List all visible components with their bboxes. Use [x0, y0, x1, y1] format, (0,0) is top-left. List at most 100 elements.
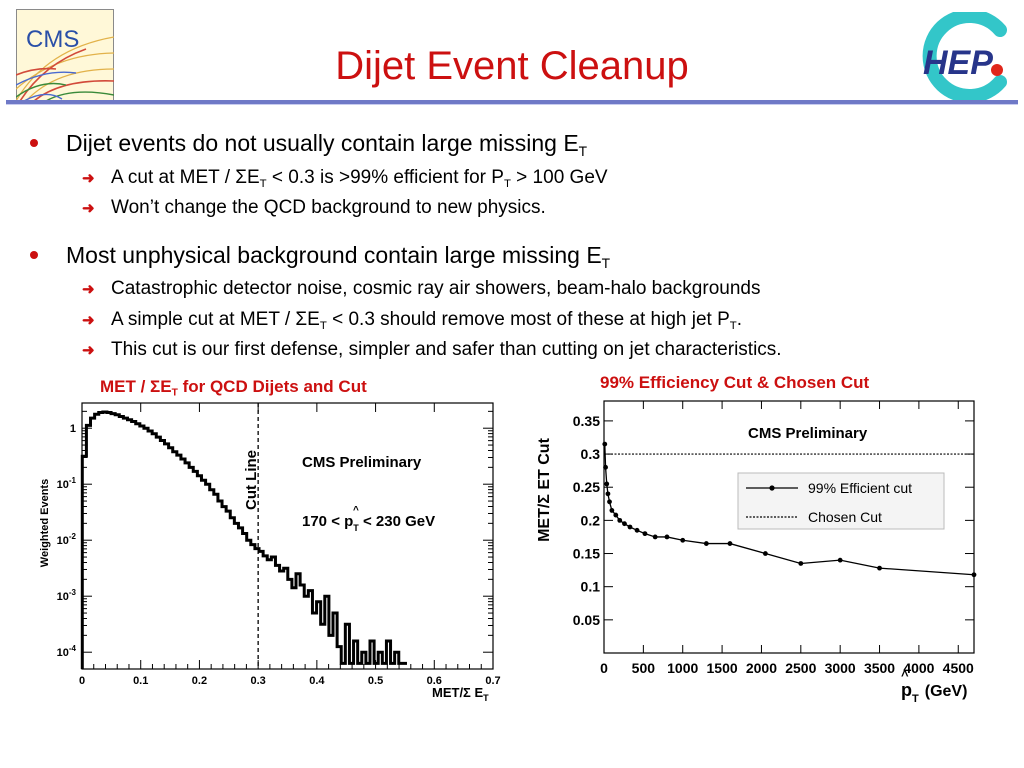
y-tick-label: 0.05 [573, 612, 600, 628]
y-tick-label: 0.2 [581, 512, 601, 528]
right-xlabel-sub: T [912, 693, 919, 705]
legend-chosen-cut: Chosen Cut [808, 509, 882, 525]
x-tick-label: 0 [600, 660, 608, 676]
bullet-2-2: A simple cut at MET / ΣET < 0.3 should r… [111, 308, 742, 332]
data-point [607, 499, 612, 505]
right-plot-frame [603, 400, 975, 654]
data-point [727, 541, 733, 546]
right-xlabel-hat: ^ [901, 668, 909, 683]
sub-bullet-sub: T [259, 177, 267, 190]
cms-logo: CMS [15, 9, 115, 102]
range-sub: T [353, 523, 359, 533]
y-tick-label: 1 [70, 423, 76, 435]
range-var: p [344, 513, 353, 530]
sub-bullet-text: A cut at MET / ΣE [111, 167, 260, 188]
svg-text:170 < pT < 230 GeV: 170 < pT < 230 GeV [302, 513, 435, 533]
x-tick-label: 0.4 [309, 675, 325, 687]
range-post: < 230 GeV [359, 513, 435, 530]
efficient-cut-series [604, 444, 975, 576]
arrow-icon: ➜ [82, 200, 95, 217]
x-tick-label: 0.6 [427, 675, 442, 687]
sub-bullet-text: . [736, 309, 743, 330]
left-xlabel-text: MET/Σ E [432, 685, 483, 700]
data-point [604, 481, 610, 487]
data-point [622, 521, 627, 527]
x-tick-label: 2000 [746, 660, 777, 676]
x-tick-label: 0.3 [250, 675, 265, 687]
data-point [971, 572, 977, 578]
right-prelim-label: CMS Preliminary [748, 425, 868, 442]
left-y-axis-label: Weighted Events [39, 479, 51, 567]
data-point [627, 524, 633, 530]
left-plot-frame [81, 402, 494, 670]
left-xlabel-sub: T [483, 693, 489, 703]
y-tick-label: 0.15 [573, 546, 600, 562]
right-xlabel-post: (GeV) [925, 683, 968, 700]
bullet-dot [30, 139, 38, 147]
left-caption-pre: MET / ΣE [100, 377, 172, 396]
data-point [837, 557, 843, 563]
bullet-1: Dijet events do not usually contain larg… [66, 129, 587, 158]
bullet-2-1: Catastrophic detector noise, cosmic ray … [111, 277, 760, 301]
right-y-axis-label: MET/Σ ET Cut [536, 437, 553, 541]
data-point [617, 517, 623, 523]
slide-title: Dijet Event Cleanup [335, 44, 689, 88]
arrow-icon: ➜ [82, 170, 95, 187]
y-tick-label: 10-4 [57, 644, 77, 659]
bullet-2-sub: T [601, 255, 611, 271]
data-point [602, 441, 608, 447]
x-tick-label: 1500 [707, 660, 738, 676]
sub-bullet-text: Won’t change the QCD background to new p… [111, 197, 546, 218]
y-tick-label: 0.35 [573, 413, 600, 429]
x-tick-label: 1000 [667, 660, 698, 676]
data-point [877, 565, 882, 571]
data-point [703, 541, 709, 546]
arrow-icon: ➜ [82, 281, 95, 298]
x-tick-label: 4500 [943, 660, 974, 676]
data-point [762, 551, 768, 556]
left-x-axis-label: MET/Σ ET [432, 685, 489, 703]
pt-range-label: 170 < pT < 230 GeV ^ [302, 505, 435, 533]
right-plot-caption: 99% Efficiency Cut & Chosen Cut [600, 373, 870, 392]
x-tick-label: 2500 [785, 660, 816, 676]
y-tick-label: 0.3 [581, 446, 601, 462]
bullet-dot [30, 251, 38, 259]
bullet-2-3: This cut is our first defense, simpler a… [111, 338, 782, 362]
y-tick-label: 0.1 [581, 579, 601, 595]
data-point [634, 527, 640, 533]
x-tick-label: 3000 [825, 660, 856, 676]
arrow-icon: ➜ [82, 312, 95, 329]
x-tick-label: 0.5 [368, 675, 383, 687]
sub-bullet-text: > 100 GeV [510, 167, 608, 188]
x-tick-label: 0.2 [192, 675, 207, 687]
met-histogram-plot: 0 0.1 0.2 0.3 0.4 0.5 0.6 0.7110-110-210-310-4 … [39, 402, 501, 703]
left-caption-post: for QCD Dijets and Cut [177, 377, 367, 396]
sub-bullet-text: Catastrophic detector noise, cosmic ray … [111, 278, 761, 299]
right-xlabel-var: p [901, 680, 912, 700]
data-point [609, 508, 615, 513]
y-tick-label: 10-2 [57, 532, 77, 547]
x-tick-label: 500 [632, 660, 656, 676]
arrow-icon: ➜ [82, 342, 95, 359]
data-point [613, 512, 619, 518]
bullet-2-text: Most unphysical background contain large… [66, 242, 602, 268]
range-pre: 170 < [302, 513, 344, 530]
x-tick-label: 0.7 [485, 675, 500, 687]
data-point [798, 561, 804, 566]
legend-box: 99% Efficient cut Chosen Cut [737, 472, 945, 530]
sub-bullet-text: < 0.3 should remove most of these at hig… [326, 309, 730, 330]
sub-bullet-sub: T [503, 177, 511, 190]
x-tick-label: 0 [79, 675, 85, 687]
data-point [664, 534, 670, 540]
hep-logo-text: HEP [923, 44, 993, 82]
range-hat: ^ [353, 505, 359, 516]
left-plot-caption: MET / ΣET for QCD Dijets and Cut [100, 377, 367, 399]
x-tick-label: 4000 [903, 660, 934, 676]
bullet-1-text: Dijet events do not usually contain larg… [66, 130, 579, 156]
title-divider [6, 100, 1018, 104]
title-divider-shadow [6, 104, 1018, 105]
sub-bullet-sub: T [729, 319, 737, 332]
left-caption-sub: T [171, 387, 178, 399]
efficiency-cut-plot: 0 500 1000 1500 2000 2500 3000 3500 4000 4500 0.05… [536, 400, 977, 705]
svg-text:pT(GeV): pT (GeV) [901, 680, 967, 705]
